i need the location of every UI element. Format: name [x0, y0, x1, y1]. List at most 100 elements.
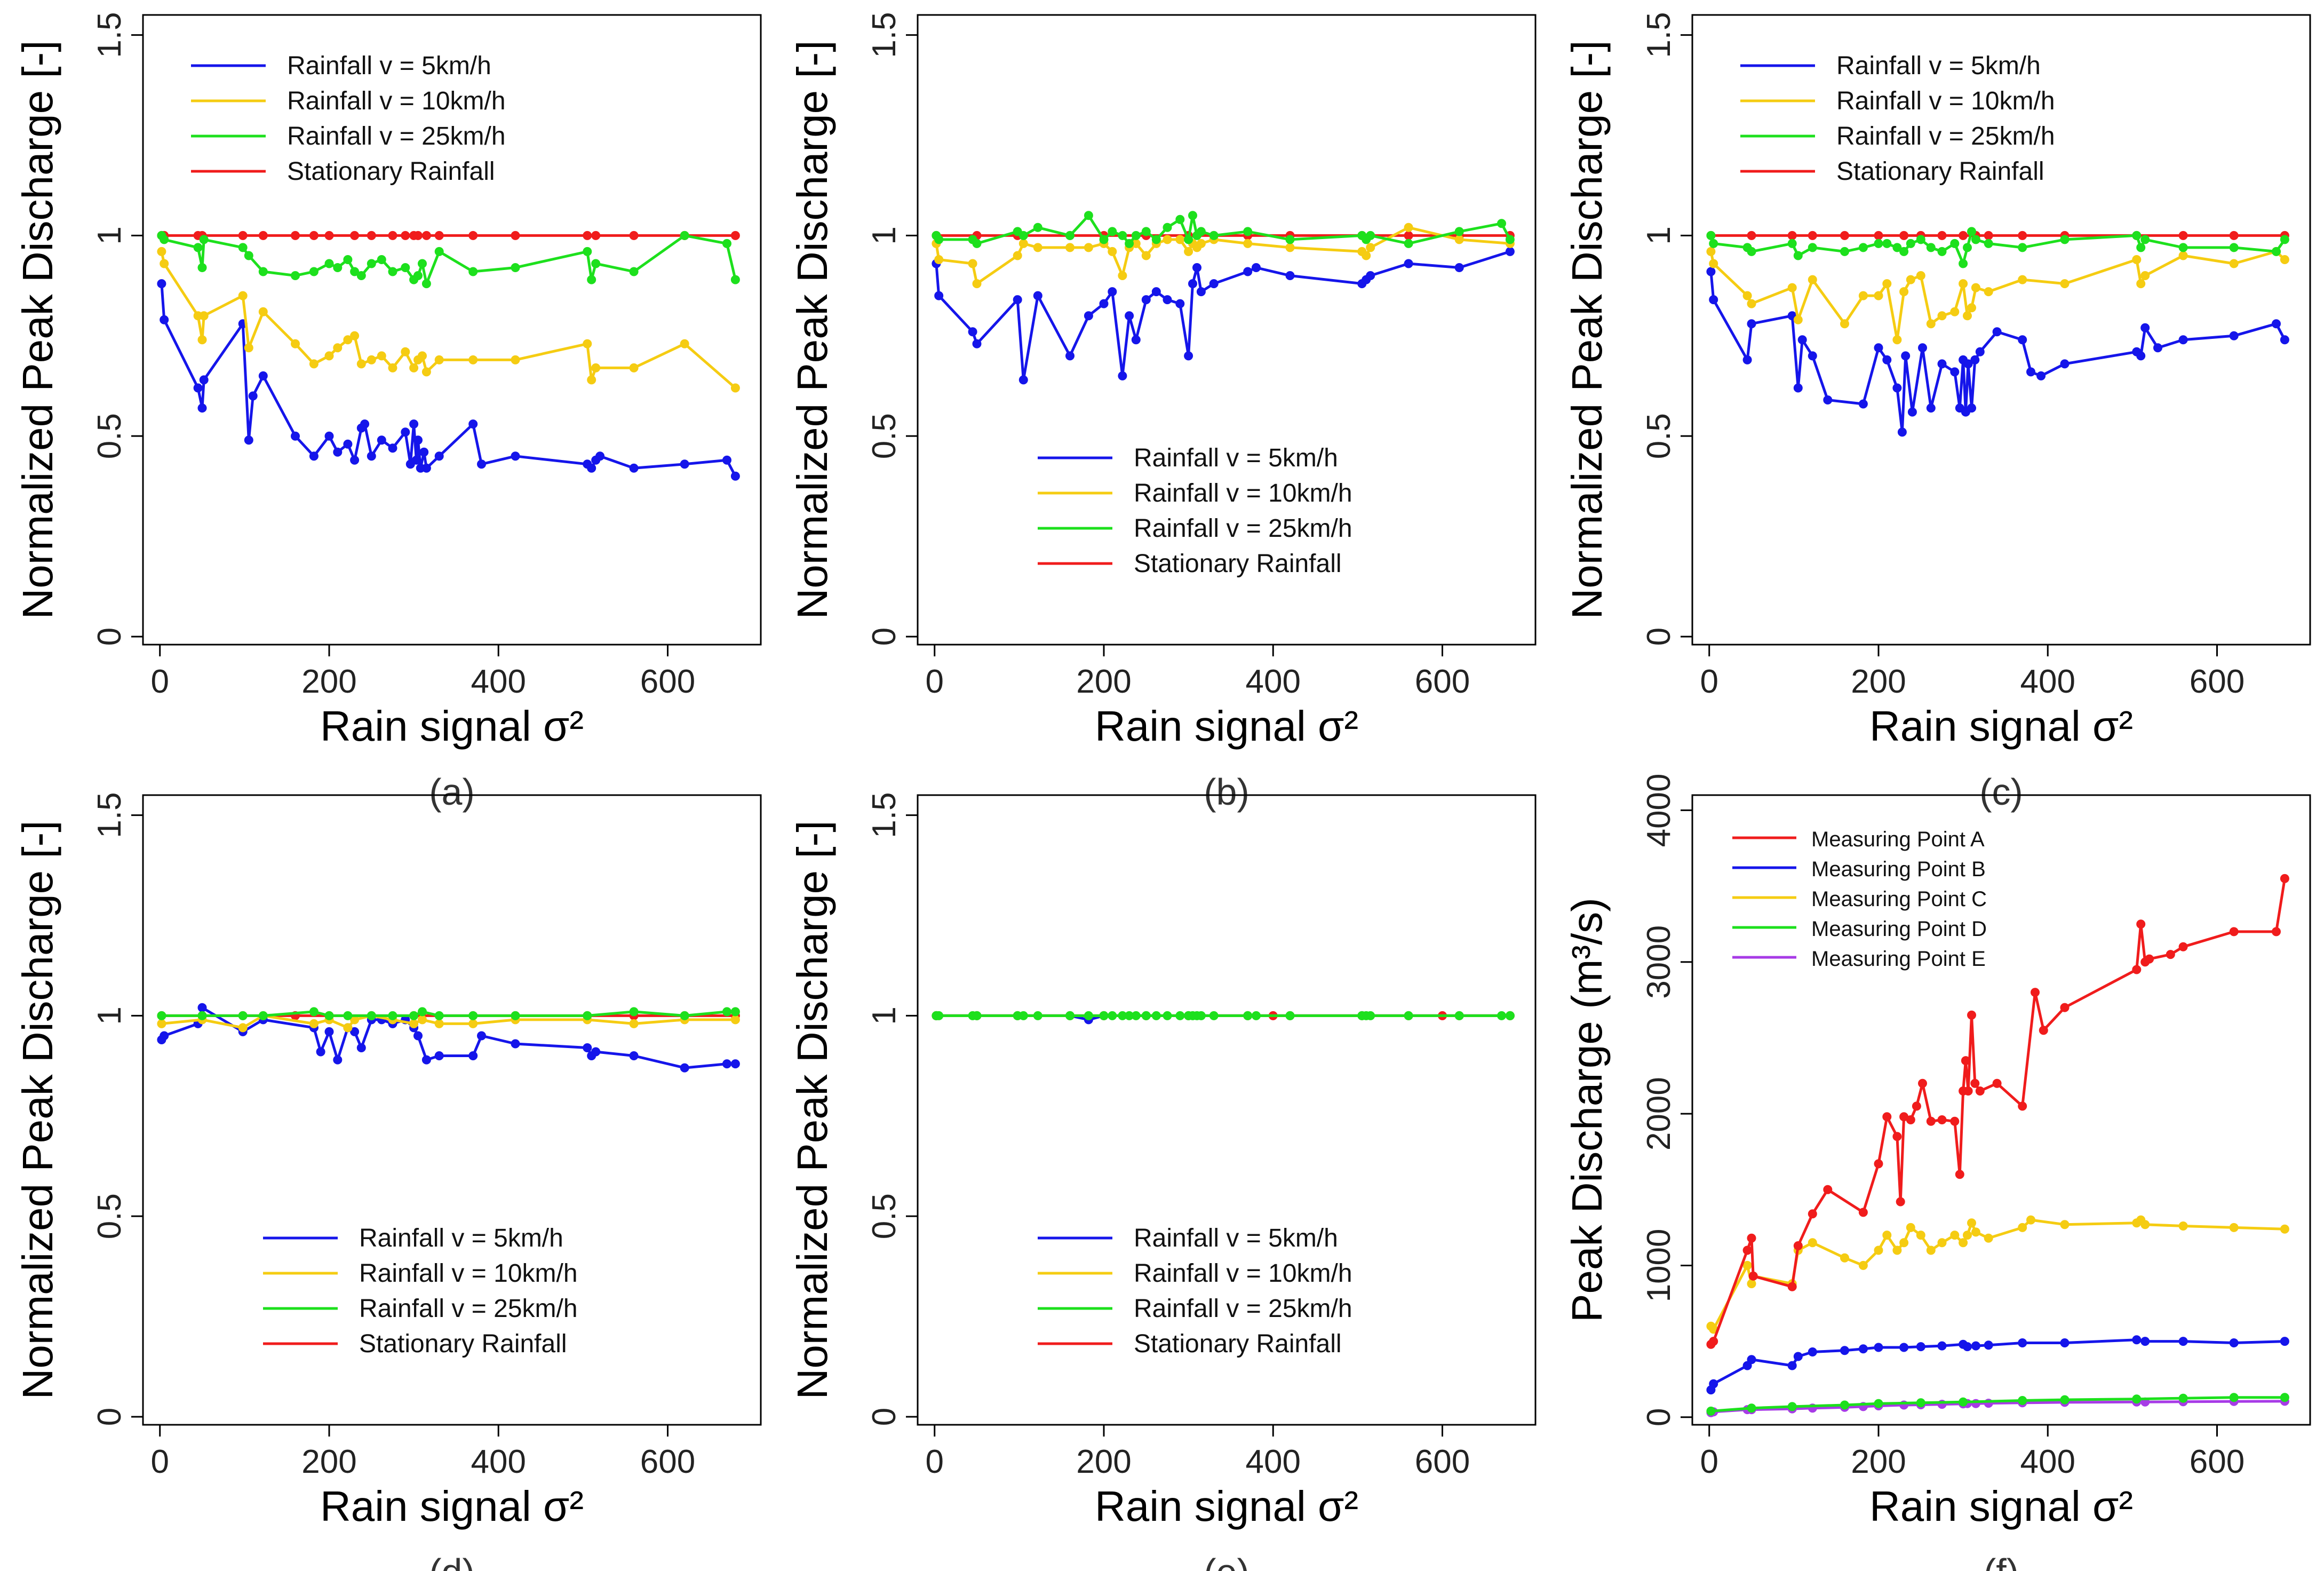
data-point-a-v5 — [367, 451, 376, 461]
data-point-d-v25 — [418, 1007, 427, 1017]
data-point-f-C — [1937, 1238, 1947, 1248]
x-tick-label-d: 0 — [150, 1443, 169, 1480]
data-point-b-v5 — [972, 339, 982, 348]
series-line-f-A — [1709, 878, 2286, 1345]
data-point-c-v10 — [2140, 271, 2150, 280]
data-point-c-v5 — [1882, 355, 1892, 364]
data-point-f-C — [1916, 1231, 1925, 1240]
data-point-a-stationary — [730, 231, 740, 240]
data-point-d-v5 — [160, 1031, 169, 1041]
y-tick-label-c: 1 — [1641, 226, 1677, 244]
data-point-b-v5 — [1108, 287, 1117, 297]
data-point-d-v5 — [413, 1031, 423, 1041]
data-point-c-v5 — [2272, 319, 2281, 329]
data-point-c-v10 — [1742, 291, 1752, 300]
data-point-f-D — [2018, 1396, 2027, 1405]
data-point-a-v25 — [193, 243, 203, 252]
data-point-f-D — [2280, 1393, 2289, 1402]
data-point-f-A — [2145, 954, 2154, 964]
data-point-f-C — [1984, 1233, 1993, 1243]
data-point-d-v5 — [730, 1059, 740, 1069]
data-point-a-v5 — [413, 435, 423, 445]
data-point-b-v10 — [1454, 235, 1464, 244]
data-point-f-C — [1840, 1253, 1849, 1263]
plot-frame-d — [142, 794, 762, 1426]
data-point-b-v10 — [1196, 239, 1206, 248]
data-point-c-v5 — [2140, 323, 2150, 332]
data-point-c-v10 — [1959, 279, 1968, 289]
data-point-b-v5 — [1505, 247, 1515, 256]
data-point-a-v5 — [258, 371, 268, 380]
data-point-f-C — [1874, 1245, 1883, 1255]
data-point-f-D — [1706, 1406, 1716, 1416]
data-point-a-v25 — [356, 271, 366, 280]
data-point-a-v5 — [421, 463, 431, 473]
data-point-a-v10 — [333, 343, 343, 353]
data-point-f-B — [1709, 1379, 1718, 1388]
y-tick-label-e: 1.5 — [866, 792, 903, 838]
data-point-a-v5 — [333, 447, 343, 457]
legend-label-c-v5: Rainfall v = 5km/h — [1836, 52, 2041, 80]
data-point-b-v25 — [1099, 235, 1109, 244]
data-point-a-v10 — [434, 355, 444, 364]
data-point-f-A — [1950, 1116, 1960, 1126]
data-point-b-v5 — [1188, 279, 1197, 289]
data-point-a-v5 — [434, 451, 444, 461]
y-tick-label-d: 1.5 — [91, 792, 128, 838]
data-point-c-v5 — [2036, 371, 2046, 380]
data-point-d-v5 — [350, 1027, 360, 1036]
data-point-c-v10 — [1971, 283, 1980, 292]
data-point-f-B — [1742, 1361, 1752, 1370]
data-point-c-v5 — [2060, 359, 2070, 369]
data-point-f-A — [1787, 1282, 1797, 1291]
data-point-b-v10 — [1013, 251, 1022, 260]
data-point-b-v25 — [1175, 215, 1185, 224]
data-point-c-v25 — [1937, 247, 1947, 256]
data-point-f-C — [2026, 1215, 2035, 1225]
data-point-a-v5 — [587, 463, 596, 473]
x-tick-label-f: 0 — [1700, 1443, 1718, 1480]
x-tick-label-c: 0 — [1700, 663, 1718, 700]
data-point-a-stationary — [388, 231, 397, 240]
data-point-a-stationary — [291, 231, 300, 240]
data-point-a-v25 — [350, 267, 360, 276]
data-point-b-v10 — [1163, 235, 1172, 244]
data-point-b-v5 — [1013, 295, 1022, 305]
data-point-d-v25 — [468, 1011, 478, 1020]
data-point-d-v5 — [583, 1043, 592, 1052]
data-point-b-v25 — [1285, 235, 1295, 244]
series-line-a-v5 — [160, 283, 737, 477]
data-point-c-v10 — [1899, 287, 1909, 297]
data-point-a-v5 — [324, 431, 334, 441]
data-point-a-v5 — [244, 435, 253, 445]
data-point-a-v5 — [409, 419, 419, 429]
data-point-f-A — [2280, 874, 2289, 883]
data-point-c-v25 — [1926, 243, 1936, 252]
y-tick-label-b: 1 — [866, 226, 903, 244]
data-point-a-stationary — [350, 231, 360, 240]
data-point-a-v5 — [411, 455, 421, 465]
data-point-f-A — [2039, 1026, 2048, 1035]
data-point-b-v5 — [1184, 351, 1193, 361]
data-point-f-A — [1808, 1209, 1817, 1219]
data-point-a-v10 — [160, 259, 169, 268]
data-point-f-C — [1963, 1231, 1972, 1240]
data-point-b-v25 — [1065, 231, 1075, 240]
data-point-c-v5 — [2018, 335, 2027, 345]
legend-label-a-v10: Rainfall v = 10km/h — [287, 87, 506, 115]
y-tick-label-f: 2000 — [1641, 1077, 1677, 1151]
legend-label-c-v10: Rainfall v = 10km/h — [1836, 87, 2055, 115]
x-axis-title-b: Rain signal σ² — [1095, 702, 1358, 750]
data-point-b-v5 — [1151, 287, 1161, 297]
data-point-f-A — [1742, 1245, 1752, 1255]
data-point-a-v5 — [722, 455, 731, 465]
data-point-a-v10 — [587, 375, 596, 385]
data-point-d-v25 — [324, 1011, 334, 1020]
data-point-b-v5 — [1141, 295, 1151, 305]
data-point-b-v10 — [1362, 251, 1371, 260]
data-point-f-A — [1896, 1197, 1905, 1207]
data-point-f-A — [1709, 1337, 1718, 1346]
data-point-c-stationary — [1874, 231, 1883, 240]
data-point-f-D — [2178, 1393, 2188, 1403]
data-point-b-v25 — [1141, 227, 1151, 236]
